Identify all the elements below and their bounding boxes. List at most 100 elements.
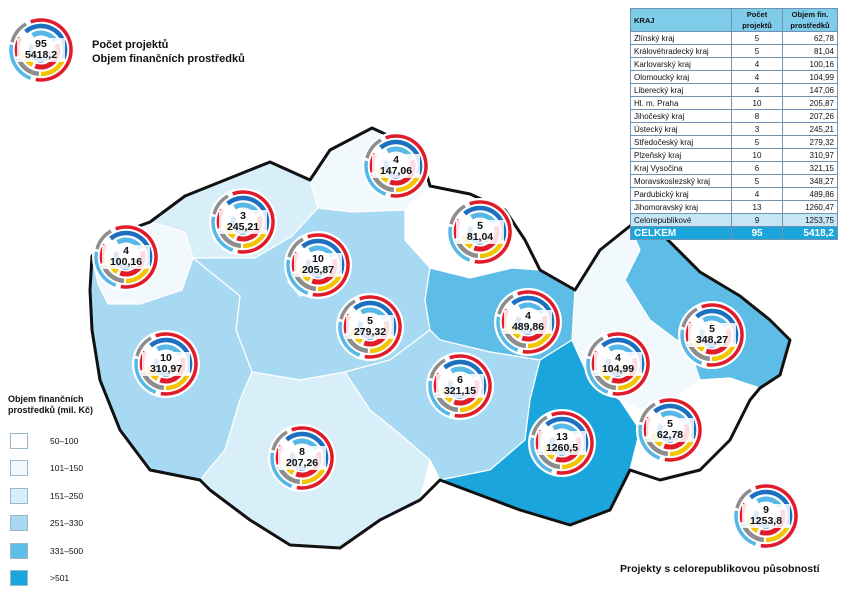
marker-value: 104,99 (601, 363, 635, 375)
region-marker-icon (636, 396, 704, 464)
table-row: Středočeský kraj 5 279,32 (630, 135, 838, 149)
table-row: Pardubický kraj 4 489,86 (630, 187, 838, 201)
table-cell-value: 81,04 (782, 44, 838, 58)
table-cell-value: 100,16 (782, 57, 838, 71)
marker-count: 8 (299, 446, 305, 458)
marker-value: 207,26 (285, 457, 319, 469)
table-cell-value: 321,15 (782, 161, 838, 175)
table-row: Královéhradecký kraj 5 81,04 (630, 44, 838, 58)
table-row: Hl. m. Praha 10 205,87 (630, 96, 838, 110)
legend-label: 50–100 (50, 436, 79, 446)
table-cell-value: 205,87 (782, 96, 838, 110)
table-row-total: CELKEM 95 5418,2 (630, 226, 838, 240)
marker-value: 1253,8 (749, 515, 783, 527)
table-cell-kraj: Pardubický kraj (630, 187, 732, 201)
marker-count: 4 (615, 352, 621, 364)
marker-value: 81,04 (466, 231, 494, 243)
marker-value: 245,21 (226, 221, 260, 233)
region-marker-label: 5 62,78 (639, 419, 701, 441)
region-marker-icon (132, 330, 200, 398)
marker-count: 5 (367, 315, 373, 327)
table-cell-kraj: Celorepublikové (630, 213, 732, 227)
region-marker-icon (494, 288, 562, 356)
marker-count: 4 (393, 154, 399, 166)
table-cell-value: 489,86 (782, 187, 838, 201)
region-marker-label: 5 81,04 (449, 221, 511, 243)
table-cell-kraj: Kraj Vysočina (630, 161, 732, 175)
table-cell-count: 3 (731, 122, 783, 136)
region-marker-label: 4 489,86 (497, 311, 559, 333)
region-marker-icon (284, 231, 352, 299)
region-marker-label: 4 147,06 (365, 155, 427, 177)
marker-count: 4 (525, 310, 531, 322)
table-cell-count: 5 (731, 44, 783, 58)
marker-count: 13 (556, 431, 568, 443)
marker-value: 279,32 (353, 326, 387, 338)
table-cell-value: 348,27 (782, 174, 838, 188)
table-header-count: Počet projektů (731, 8, 783, 32)
region-marker-label: 5 279,32 (339, 316, 401, 338)
marker-legend-value-label: Objem finančních prostředků (92, 53, 245, 65)
marker-legend: Počet projektů Objem finančních prostřed… (92, 38, 245, 66)
region-marker-icon (362, 132, 430, 200)
marker-count: 4 (123, 245, 129, 257)
table-row: Karlovarský kraj 4 100,16 (630, 57, 838, 71)
table-cell-value: 245,21 (782, 122, 838, 136)
table-cell-kraj: Královéhradecký kraj (630, 44, 732, 58)
region-marker-icon (209, 188, 277, 256)
table-cell-kraj: Olomoucký kraj (630, 70, 732, 84)
table-cell-count: 5 (731, 174, 783, 188)
marker-value: 348,27 (695, 334, 729, 346)
region-marker-icon (92, 223, 160, 291)
table-cell-kraj: Hl. m. Praha (630, 96, 732, 110)
table-cell-value: 310,97 (782, 148, 838, 162)
legend-marker-icon (7, 16, 75, 84)
legend-label: 151–250 (50, 491, 84, 501)
region-marker-label: 10 310,97 (135, 353, 197, 375)
table-cell-count: 5 (731, 31, 783, 45)
table-cell-count: 8 (731, 109, 783, 123)
marker-value: 489,86 (511, 321, 545, 333)
legend-label: 251–330 (50, 518, 84, 528)
region-marker-label: 3 245,21 (212, 211, 274, 233)
region-marker-label: 4 104,99 (587, 353, 649, 375)
regions-table: KRAJ Počet projektů Objem fin. prostředk… (630, 8, 838, 240)
table-row: Jihočeský kraj 8 207,26 (630, 109, 838, 123)
region-marker-icon (678, 301, 746, 369)
table-cell-value: 147,06 (782, 83, 838, 97)
marker-value: 1260,5 (545, 442, 579, 454)
table-cell-count: 4 (731, 70, 783, 84)
table-cell-value: 207,26 (782, 109, 838, 123)
region-marker-icon (426, 352, 494, 420)
legend-swatch (10, 515, 28, 531)
table-cell-value: 279,32 (782, 135, 838, 149)
marker-legend-count-label: Počet projektů (92, 39, 169, 51)
region-marker-icon (268, 424, 336, 492)
region-marker-label: 9 1253,8 (735, 505, 797, 527)
table-cell-kraj: Jihomoravský kraj (630, 200, 732, 214)
table-cell-count: 4 (731, 187, 783, 201)
region-marker-label: 13 1260,5 (531, 432, 593, 454)
legend-swatch (10, 460, 28, 476)
marker-count: 5 (709, 323, 715, 335)
marker-count: 6 (457, 374, 463, 386)
table-row: Olomoucký kraj 4 104,99 (630, 70, 838, 84)
table-cell-kraj: Jihočeský kraj (630, 109, 732, 123)
table-cell-kraj: Zlínský kraj (630, 31, 732, 45)
marker-count: 10 (160, 352, 172, 364)
table-cell-count: 10 (731, 96, 783, 110)
table-cell-kraj: CELKEM (630, 226, 732, 240)
table-cell-count: 95 (731, 226, 783, 240)
table-cell-value: 62,78 (782, 31, 838, 45)
legend-label: >501 (50, 573, 70, 583)
table-cell-kraj: Středočeský kraj (630, 135, 732, 149)
table-cell-value: 5418,2 (782, 226, 838, 240)
region-marker-icon (446, 198, 514, 266)
marker-value: 147,06 (379, 165, 413, 177)
table-cell-count: 9 (731, 213, 783, 227)
table-row: Kraj Vysočina 6 321,15 (630, 161, 838, 175)
table-cell-kraj: Plzeňský kraj (630, 148, 732, 162)
table-row: Plzeňský kraj 10 310,97 (630, 148, 838, 162)
legend-swatch (10, 488, 28, 504)
